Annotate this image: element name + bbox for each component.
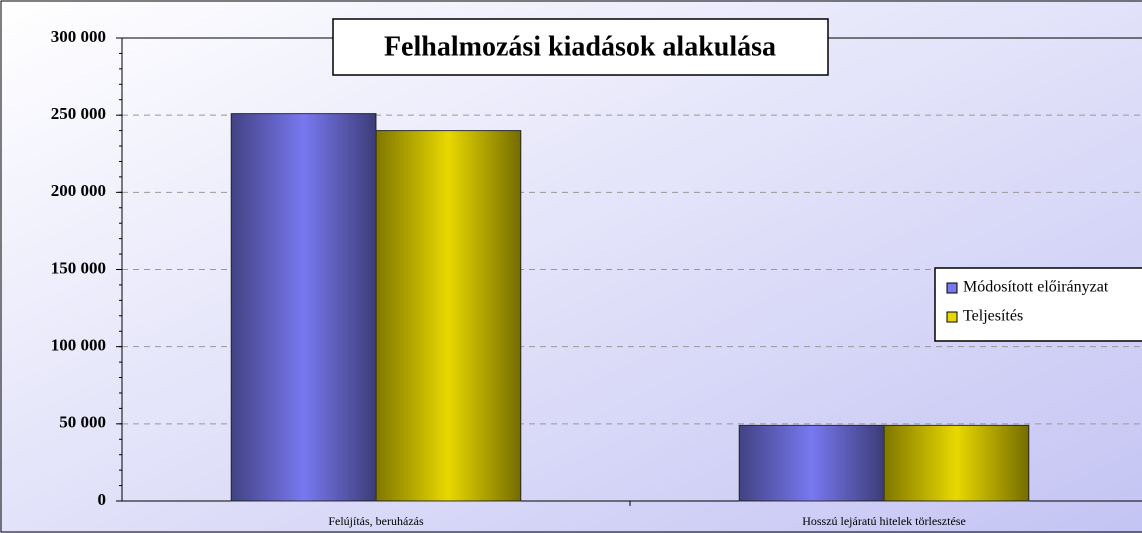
legend-label: Módosított előirányzat [963,279,1109,296]
y-tick-label: 200 000 [51,181,106,200]
legend-label: Teljesítés [963,308,1023,325]
y-tick-label: 0 [98,490,107,509]
title-box [332,18,829,76]
y-tick-label: 300 000 [51,27,106,46]
y-tick-label: 50 000 [59,413,106,432]
y-tick-label: 250 000 [51,104,106,123]
y-tick-label: 150 000 [51,258,106,277]
x-tick-label: Hosszú lejáratú hitelek törlesztése [802,514,966,528]
bar-shade [231,113,376,501]
bar-shade [739,425,884,501]
legend-swatch [946,311,958,323]
legend-box [934,267,1142,342]
chart-title: Felhalmozási kiadások alakulása [384,31,776,62]
bar-shade [884,425,1029,501]
legend-swatch [946,282,958,294]
y-tick-label: 100 000 [51,336,106,355]
bar-shade [376,130,521,501]
x-tick-label: Felújítás, beruházás [328,514,424,528]
